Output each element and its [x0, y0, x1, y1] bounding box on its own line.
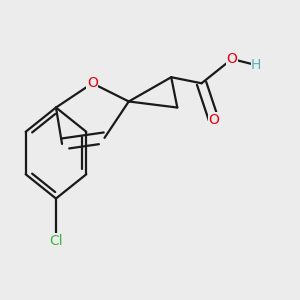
Text: O: O	[208, 113, 219, 127]
Text: O: O	[226, 52, 237, 66]
Text: O: O	[87, 76, 98, 90]
Text: Cl: Cl	[49, 234, 63, 248]
Text: H: H	[251, 58, 261, 72]
